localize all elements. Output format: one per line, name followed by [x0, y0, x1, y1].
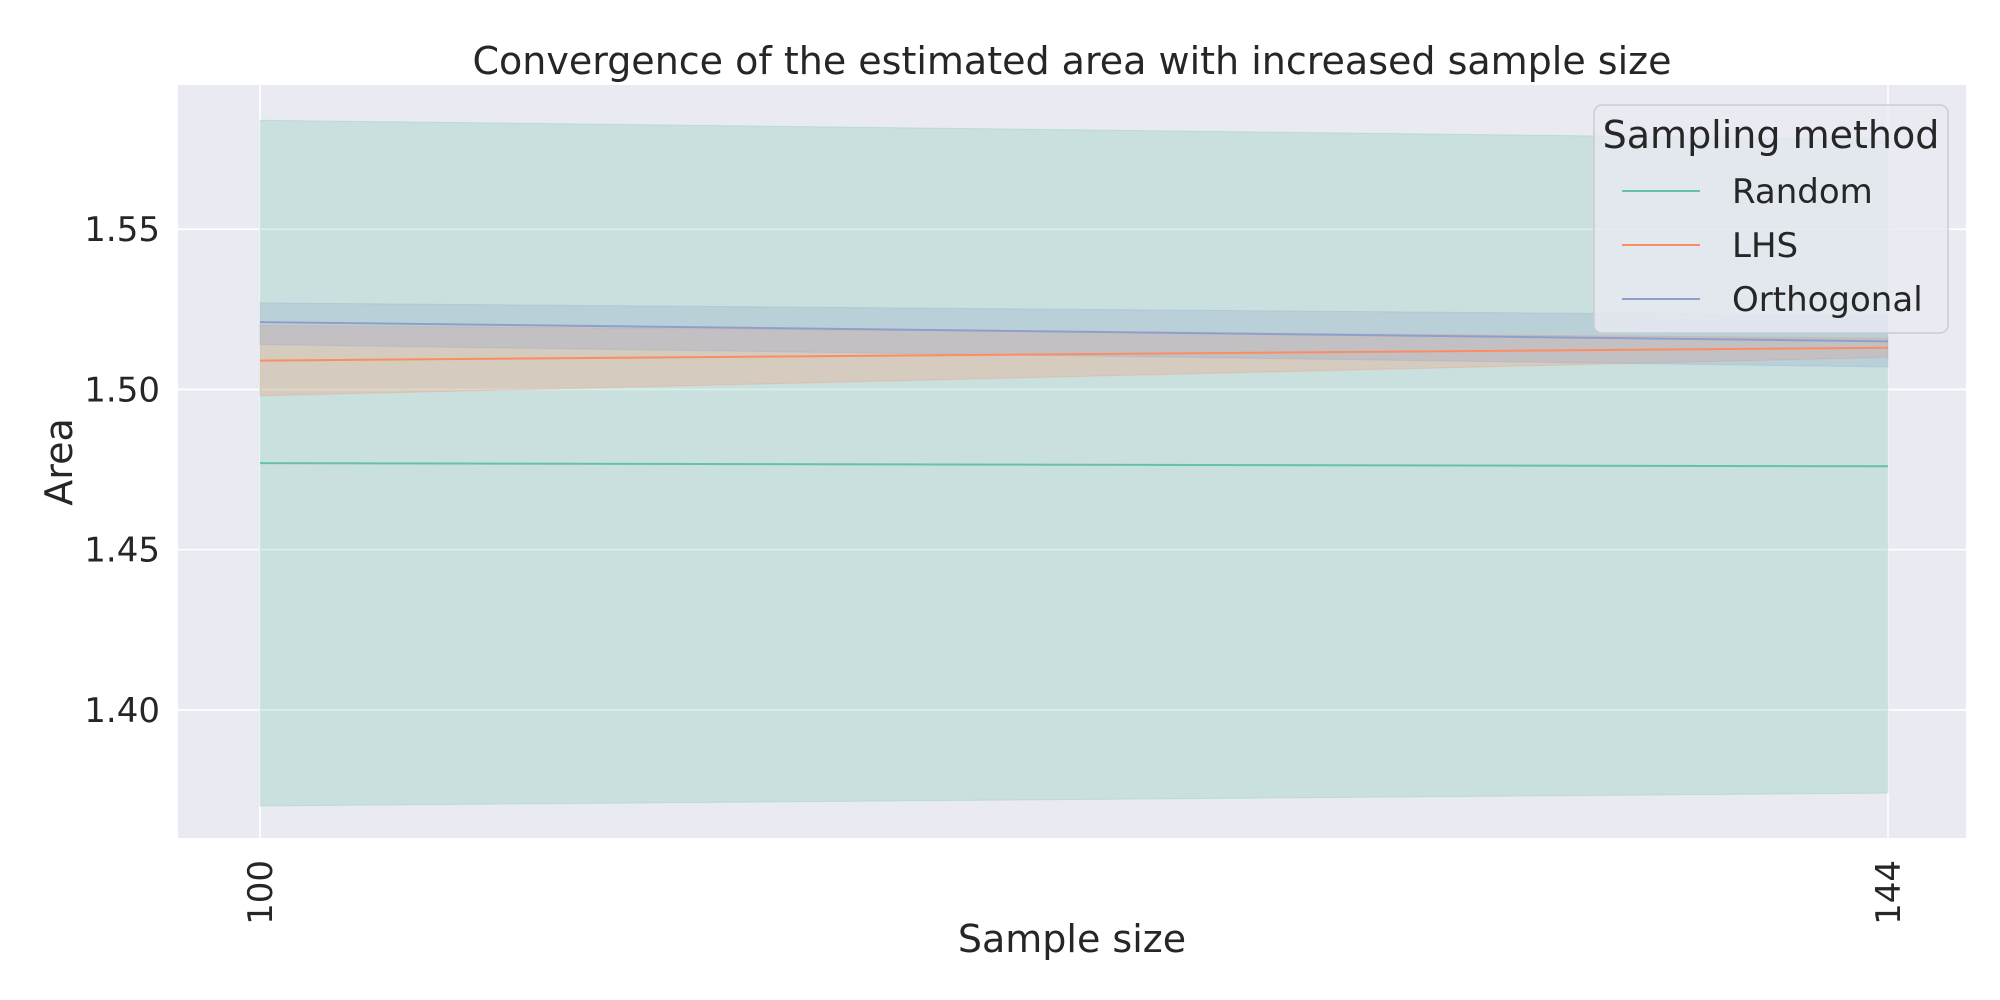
tick-labels: 1.40 1.45 1.50 1.55 100 144 [84, 210, 1909, 925]
y-axis-label: Area [37, 418, 81, 505]
legend: Sampling method Random LHS Orthogonal [1593, 104, 1949, 334]
x-axis-label: Sample size [958, 917, 1186, 961]
y-tick-label: 1.55 [84, 210, 160, 250]
y-tick-label: 1.50 [84, 370, 160, 410]
confidence-bands [259, 119, 1889, 807]
chart-title: Convergence of the estimated area with i… [473, 39, 1672, 83]
legend-label-lhs: LHS [1732, 226, 1798, 266]
grid [178, 85, 1966, 838]
legend-label-random: Random [1732, 172, 1873, 212]
confidence-band-lhs [259, 324, 1889, 397]
y-tick-label: 1.45 [84, 531, 160, 571]
series-line-orthogonal [259, 321, 1889, 343]
legend-label-orthogonal: Orthogonal [1732, 280, 1923, 320]
legend-box [1593, 104, 1949, 334]
confidence-band-random [259, 119, 1889, 807]
legend-items: Random LHS Orthogonal [1622, 172, 1923, 320]
legend-title: Sampling method [1603, 113, 1940, 157]
x-tick-label: 144 [1869, 860, 1909, 925]
x-tick-label: 100 [241, 860, 281, 925]
series-lines [259, 321, 1889, 468]
series-line-lhs [259, 346, 1889, 362]
series-line-random [259, 462, 1889, 468]
y-tick-label: 1.40 [84, 691, 160, 731]
